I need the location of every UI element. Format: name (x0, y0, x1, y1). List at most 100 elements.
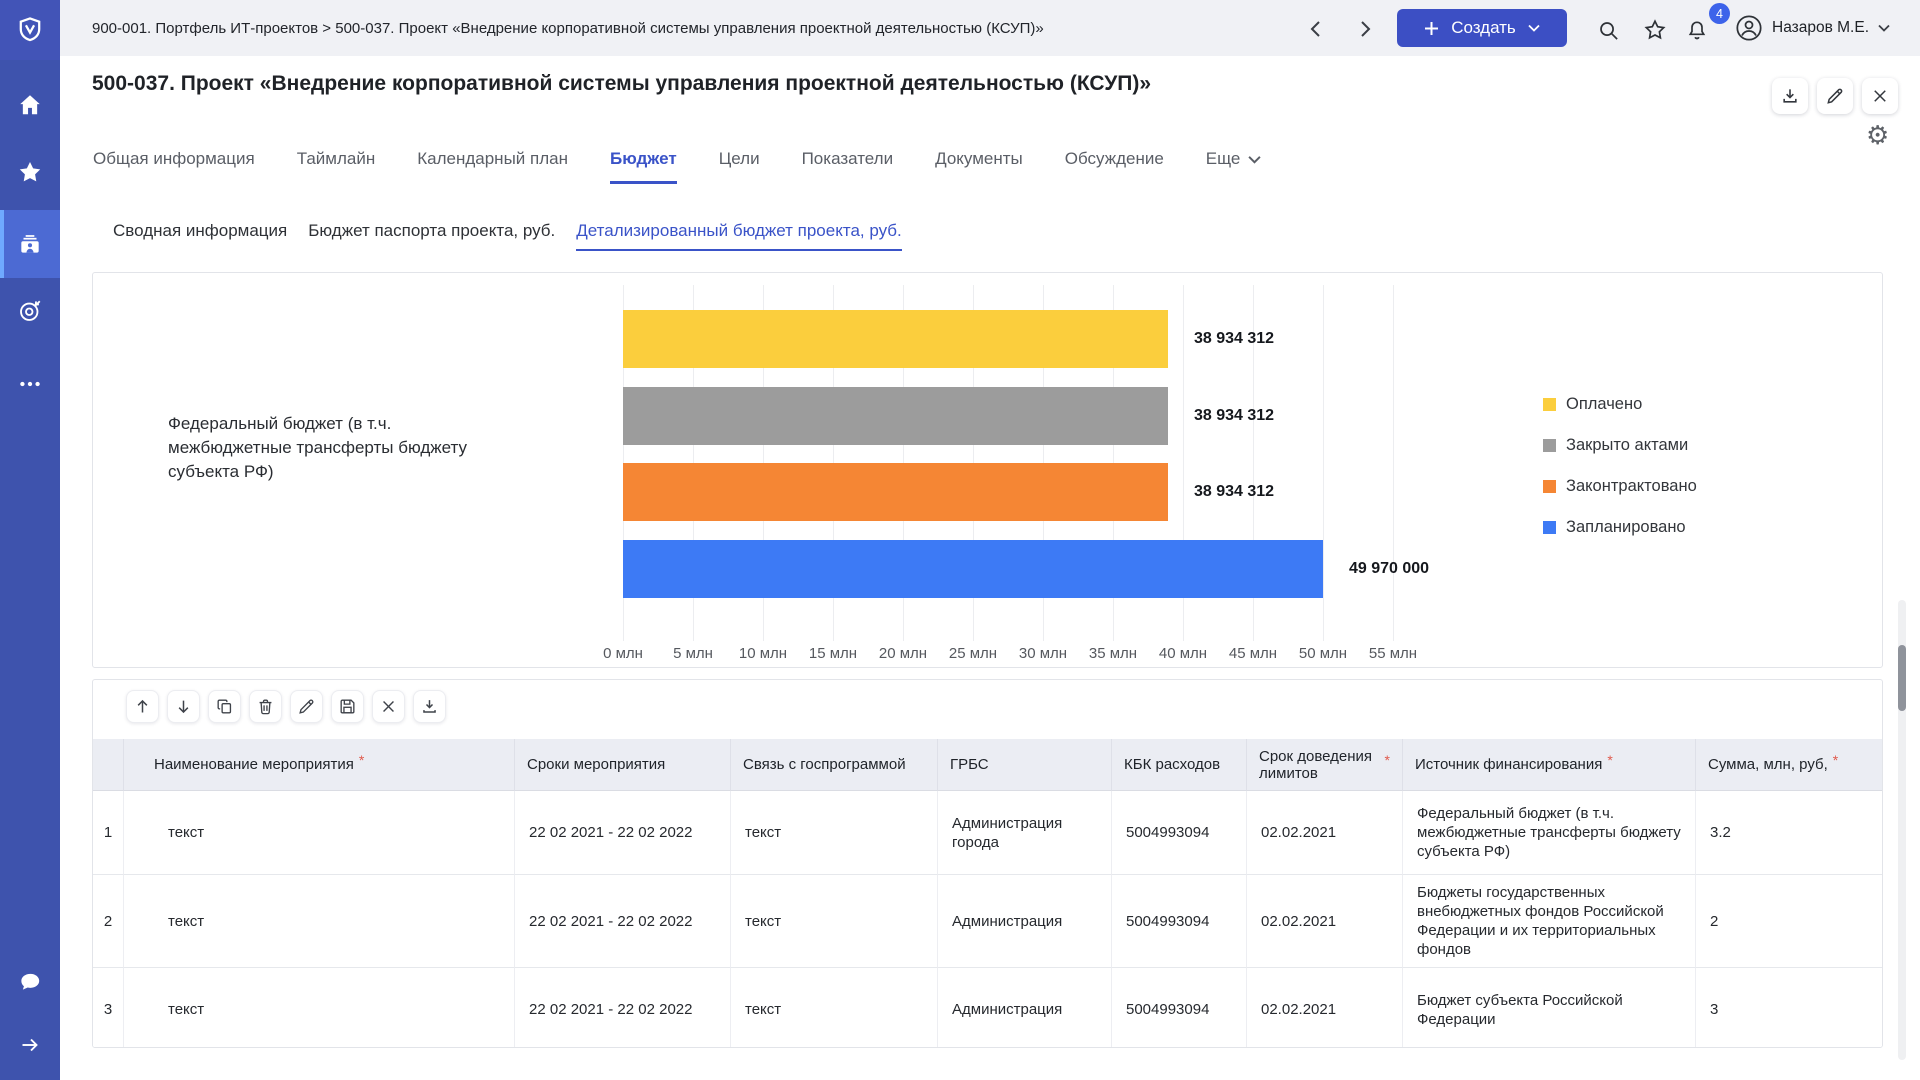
row-number: 2 (93, 875, 124, 968)
chevron-down-icon (1878, 24, 1890, 32)
edit-pencil-icon (1827, 88, 1843, 104)
table-cell-dates[interactable]: 22 02 2021 - 22 02 2022 (515, 875, 731, 968)
edit-button[interactable] (1817, 78, 1853, 114)
search-icon[interactable] (1595, 17, 1621, 43)
edit-row-button[interactable] (290, 690, 323, 723)
table-cell-funding-source[interactable]: Бюджет субъекта Российской Федерации (1403, 968, 1696, 1047)
nav-forward-button[interactable] (1353, 17, 1377, 41)
copy-button[interactable] (208, 690, 241, 723)
table-cell-amount[interactable]: 2 (1696, 875, 1882, 968)
column-header-label: Связь с госпрограммой (743, 756, 906, 773)
download-button[interactable] (1772, 78, 1808, 114)
table-cell-amount[interactable]: 3.2 (1696, 791, 1882, 875)
sidebar-item-chat[interactable] (0, 952, 60, 1012)
cancel-button[interactable] (372, 690, 405, 723)
table-cell-kbk[interactable]: 5004993094 (1112, 968, 1247, 1047)
table-cell-limit-date[interactable]: 02.02.2021 (1247, 968, 1403, 1047)
tab-more[interactable]: Еще (1206, 149, 1262, 184)
page-scrollbar-thumb[interactable] (1898, 645, 1906, 711)
tab-documents[interactable]: Документы (935, 149, 1023, 184)
user-menu[interactable]: Назаров М.Е. (1735, 0, 1890, 56)
close-button[interactable] (1862, 78, 1898, 114)
table-cell-gov-program[interactable]: текст (731, 791, 938, 875)
tab-indicators[interactable]: Показатели (802, 149, 894, 184)
sidebar-item-goals[interactable] (0, 281, 60, 341)
tab-general[interactable]: Общая информация (93, 149, 255, 184)
subtab-passport-budget[interactable]: Бюджет паспорта проекта, руб. (308, 221, 556, 240)
column-header-name: Наименование мероприятия * (124, 739, 515, 791)
table-cell-kbk[interactable]: 5004993094 (1112, 791, 1247, 875)
table-cell-gov-program[interactable]: текст (731, 875, 938, 968)
tab-goals[interactable]: Цели (719, 149, 760, 184)
sidebar-item-home[interactable] (0, 75, 60, 135)
move-up-button[interactable] (126, 690, 159, 723)
active-item-indicator (0, 210, 4, 278)
arrow-up-icon (137, 699, 148, 713)
table-cell-grbs[interactable]: Администрация города (938, 791, 1112, 875)
table-cell-grbs[interactable]: Администрация (938, 968, 1112, 1047)
favorites-star-icon[interactable] (1642, 17, 1668, 43)
table-cell-funding-source[interactable]: Федеральный бюджет (в т.ч. межбюджетные … (1403, 791, 1696, 875)
axis-tick-label: 35 млн (1088, 645, 1138, 662)
column-header-kbk: КБК расходов (1112, 739, 1247, 791)
axis-tick-label: 55 млн (1368, 645, 1418, 662)
sidebar-item-projects[interactable] (0, 210, 60, 278)
budget-subtabs: Сводная информация Бюджет паспорта проект… (113, 221, 902, 251)
legend-swatch (1543, 520, 1556, 534)
axis-tick-label: 40 млн (1158, 645, 1208, 662)
settings-gear-icon[interactable]: ⚙ (1866, 120, 1890, 150)
page-scrollbar-track[interactable] (1898, 600, 1906, 1060)
table-cell-dates[interactable]: 22 02 2021 - 22 02 2022 (515, 968, 731, 1047)
move-down-button[interactable] (167, 690, 200, 723)
nav-back-button[interactable] (1303, 17, 1327, 41)
legend-item-planned[interactable]: Запланировано (1543, 517, 1697, 537)
subtab-summary[interactable]: Сводная информация (113, 221, 288, 240)
table-cell-kbk[interactable]: 5004993094 (1112, 875, 1247, 968)
app-logo[interactable] (0, 0, 60, 60)
column-header-dates: Сроки мероприятия (515, 739, 731, 791)
legend-item-closed-acts[interactable]: Закрыто актами (1543, 435, 1697, 455)
projects-icon (17, 231, 43, 257)
sidebar-item-more[interactable] (0, 354, 60, 414)
legend-item-contracted[interactable]: Законтрактовано (1543, 476, 1697, 496)
table-cell-grbs[interactable]: Администрация (938, 875, 1112, 968)
sidebar-expand-button[interactable] (0, 1015, 60, 1075)
table-cell-dates[interactable]: 22 02 2021 - 22 02 2022 (515, 791, 731, 875)
column-header-label: Срок доведения лимитов (1259, 747, 1373, 782)
table-cell-name[interactable]: текст (124, 875, 515, 968)
legend-item-paid[interactable]: Оплачено (1543, 394, 1697, 414)
column-header-label: Источник финансирования (1415, 756, 1603, 773)
gridline (1183, 285, 1184, 641)
table-cell-name[interactable]: текст (124, 968, 515, 1047)
sidebar-item-favorites[interactable] (0, 142, 60, 202)
save-button[interactable] (331, 690, 364, 723)
tab-label: Общая информация (93, 149, 255, 168)
table-cell-name[interactable]: текст (124, 791, 515, 875)
tab-calendar-plan[interactable]: Календарный план (417, 149, 568, 184)
table-cell-limit-date[interactable]: 02.02.2021 (1247, 791, 1403, 875)
gridline (1393, 285, 1394, 641)
create-button-label: Создать (1451, 18, 1516, 37)
notifications-bell-icon[interactable] (1684, 17, 1710, 43)
create-button[interactable]: Создать (1397, 9, 1567, 47)
tab-discussion[interactable]: Обсуждение (1065, 149, 1164, 184)
table-cell-gov-program[interactable]: текст (731, 968, 938, 1047)
row-number: 3 (93, 968, 124, 1047)
legend-swatch (1543, 438, 1556, 452)
breadcrumb[interactable]: 900-001. Портфель ИТ-проектов > 500-037.… (92, 19, 1044, 37)
tab-budget[interactable]: Бюджет (609, 149, 677, 184)
table-cell-amount[interactable]: 3 (1696, 968, 1882, 1047)
legend-label: Запланировано (1566, 517, 1686, 536)
chevron-down-icon (1528, 24, 1540, 32)
table-cell-funding-source[interactable]: Бюджеты государственных внебюджетных фон… (1403, 875, 1696, 968)
column-header-label: Сроки мероприятия (527, 756, 666, 773)
table-cell-limit-date[interactable]: 02.02.2021 (1247, 875, 1403, 968)
delete-button[interactable] (249, 690, 282, 723)
chevron-down-icon (1248, 155, 1261, 164)
tab-timeline[interactable]: Таймлайн (297, 149, 376, 184)
main-tabs: Общая информация Таймлайн Календарный план… (93, 149, 1261, 184)
subtab-detailed-budget[interactable]: Детализированный бюджет проекта, руб. (576, 221, 902, 251)
x-icon (383, 701, 394, 712)
table-toolbar (126, 690, 446, 723)
export-button[interactable] (413, 690, 446, 723)
